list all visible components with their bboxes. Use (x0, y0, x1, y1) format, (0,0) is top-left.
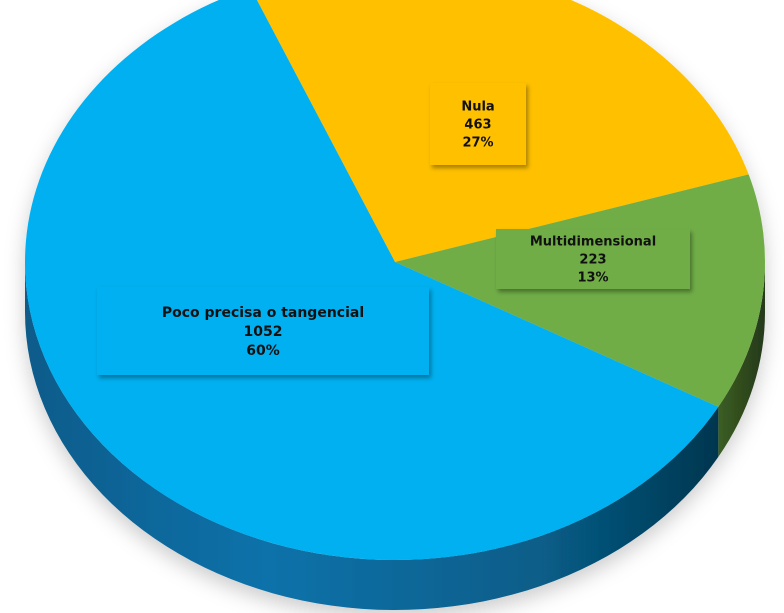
data-label-3: Poco precisa o tangencial 1052 60% (97, 287, 429, 375)
data-label-name: Poco precisa o tangencial (162, 305, 364, 321)
pie-side-2 (718, 262, 765, 457)
data-label-name: Multidimensional (530, 235, 656, 250)
data-label-box (97, 287, 429, 375)
data-label-box (430, 83, 526, 165)
data-label-name: Nula (461, 100, 494, 115)
pie-labels: Nula 463 27% Multidimensional 223 13% Poco pre… (97, 83, 690, 375)
data-label-1: Nula 463 27% (430, 83, 526, 165)
data-label-percent: 27% (462, 136, 493, 151)
data-label-value: 1052 (244, 324, 283, 340)
data-label-percent: 13% (577, 271, 608, 286)
data-label-percent: 60% (246, 343, 280, 359)
data-label-value: 223 (579, 253, 606, 268)
pie-slice-poco-precisa-o-tangencial (25, 0, 719, 560)
data-label-2: Multidimensional 223 13% (496, 229, 690, 289)
pie-side-3 (25, 262, 719, 611)
data-label-value: 463 (464, 118, 491, 133)
data-label-box (496, 229, 690, 289)
